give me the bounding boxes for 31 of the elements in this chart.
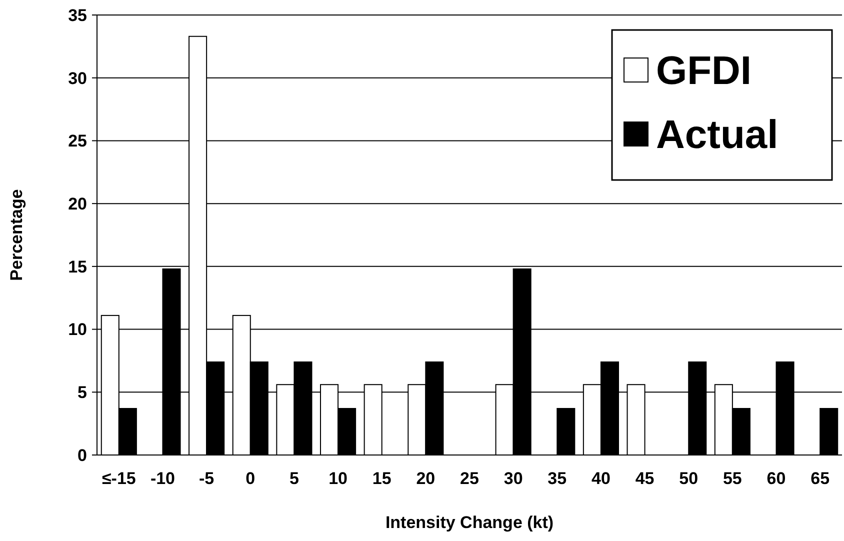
x-tick-label: -5: [198, 469, 214, 488]
x-tick-label: 60: [766, 469, 786, 488]
y-tick-label: 15: [68, 257, 87, 276]
y-tick-label: 30: [68, 68, 87, 88]
x-tick-label: 20: [416, 469, 436, 488]
x-axis-title: Intensity Change (kt): [385, 513, 554, 532]
bar: [820, 408, 838, 456]
x-tick-label: 65: [810, 469, 830, 488]
x-tick-label: 55: [722, 469, 742, 488]
y-tick-label: 10: [68, 320, 87, 340]
x-tick-label: 35: [548, 469, 567, 488]
y-axis-title: Percentage: [7, 189, 26, 281]
x-tick-label: 50: [679, 469, 698, 488]
legend-label: GFDI: [656, 49, 752, 93]
x-tick-label: ≤-15: [102, 469, 136, 488]
x-tick-label: -10: [150, 469, 176, 488]
x-tick-label: 0: [246, 469, 256, 488]
x-tick-label: 25: [460, 469, 479, 488]
bar: [556, 408, 576, 456]
y-tick-label: 25: [68, 132, 87, 151]
x-tick-label: 45: [635, 469, 654, 488]
x-tick-label: 5: [289, 469, 299, 488]
y-tick-label: 35: [68, 6, 87, 25]
y-tick-label: 0: [78, 446, 87, 465]
x-tick-label: 30: [504, 469, 523, 488]
x-tick-label: 40: [592, 469, 610, 488]
legend-label: Actual: [656, 113, 778, 157]
y-tick-label: 5: [78, 383, 87, 402]
x-tick-label: 10: [328, 469, 348, 488]
x-tick-label: 15: [372, 469, 392, 488]
y-tick-label: 20: [68, 194, 87, 214]
